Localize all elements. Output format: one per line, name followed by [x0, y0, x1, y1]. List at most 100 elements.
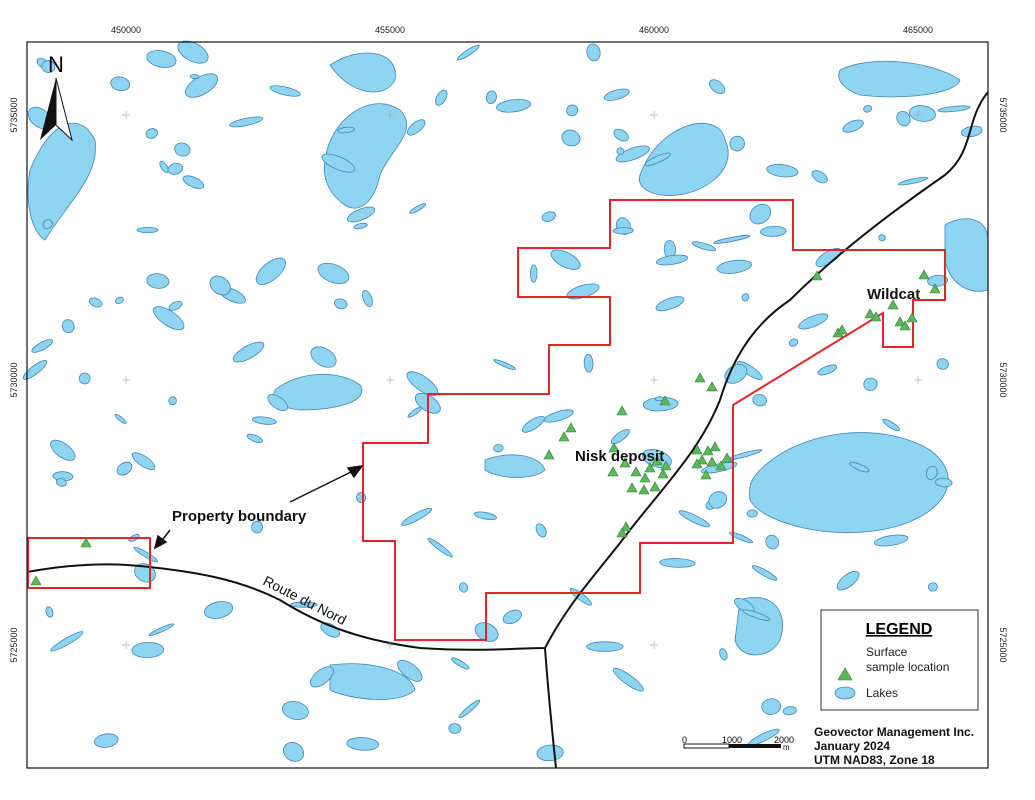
lake: [678, 510, 710, 528]
lake: [729, 531, 754, 544]
lake: [612, 227, 634, 235]
lake: [613, 667, 644, 692]
lake: [329, 52, 396, 93]
lake: [310, 666, 334, 688]
sample-location: [607, 466, 619, 477]
lake: [209, 275, 231, 296]
lake: [761, 698, 782, 715]
credit-line: Geovector Management Inc.: [814, 725, 974, 739]
lake: [159, 160, 169, 173]
sample-location: [651, 455, 663, 466]
lake: [873, 534, 909, 547]
sample-location: [616, 527, 628, 538]
lake: [583, 353, 594, 373]
lake: [189, 74, 200, 80]
sample-locations: [30, 269, 941, 586]
easting-label: 455000: [375, 25, 405, 35]
lake: [925, 465, 938, 480]
lake: [561, 129, 581, 147]
lake: [320, 622, 340, 638]
road: [544, 647, 557, 769]
lake: [644, 152, 671, 167]
lake: [146, 50, 177, 68]
northing-label: 5725000: [998, 627, 1008, 662]
legend-lake-symbol: [834, 686, 856, 700]
northing-label: 5730000: [9, 362, 19, 397]
lake: [136, 226, 159, 233]
road: [26, 91, 989, 651]
lake: [229, 116, 264, 128]
lake: [116, 461, 133, 476]
lake: [329, 663, 416, 700]
roads: [26, 91, 989, 769]
sample-location: [929, 283, 941, 294]
sample-location: [639, 472, 651, 483]
lake: [317, 262, 350, 284]
lake: [713, 234, 751, 244]
lake: [484, 454, 546, 478]
sample-location: [659, 395, 671, 406]
lake: [655, 254, 689, 266]
lake: [863, 377, 878, 391]
lake: [55, 478, 67, 487]
lake: [41, 60, 56, 74]
sample-location: [543, 449, 555, 460]
sample-location: [696, 454, 708, 465]
sample-location: [80, 537, 92, 548]
lake: [586, 43, 601, 62]
lake: [110, 76, 131, 92]
sample-location: [30, 575, 42, 586]
lake: [255, 257, 287, 285]
lake: [485, 90, 497, 105]
sample-location: [721, 452, 733, 463]
legend-box: [820, 609, 979, 711]
lake: [536, 744, 564, 762]
lake: [131, 641, 165, 659]
lake: [131, 452, 156, 471]
sample-location: [836, 324, 848, 335]
lake: [898, 176, 929, 186]
legend-label: sample location: [866, 660, 949, 674]
lake: [94, 733, 119, 748]
credits: Geovector Management Inc. January 2024 U…: [814, 725, 974, 767]
sample-location: [638, 484, 650, 495]
lake: [615, 145, 650, 163]
lake: [152, 306, 185, 331]
legend-sample-symbol: [837, 667, 853, 681]
credit-line: January 2024: [814, 739, 890, 753]
northing-label: 5730000: [998, 362, 1008, 397]
lake: [811, 170, 828, 184]
lake: [535, 523, 547, 538]
lake: [638, 123, 729, 196]
sample-location: [715, 460, 727, 471]
sample-location: [894, 316, 906, 327]
lake: [493, 444, 504, 453]
lake: [458, 699, 481, 719]
easting-label: 465000: [903, 25, 933, 35]
scale-bar: 0 1000 2000 m: [682, 735, 794, 752]
lake: [451, 657, 470, 670]
claim-polygon: [362, 199, 946, 641]
legend-label: Surface: [866, 645, 908, 659]
lake: [203, 601, 234, 619]
lake: [896, 110, 911, 127]
arrowhead: [346, 465, 364, 479]
lake: [232, 341, 265, 363]
scale-unit: m: [783, 743, 790, 752]
lake: [321, 153, 356, 173]
northing-label: 5735000: [998, 97, 1008, 132]
lake: [361, 290, 373, 307]
lake: [407, 406, 423, 418]
lake: [282, 700, 309, 721]
label-nisk: Nisk deposit: [575, 448, 664, 465]
lake: [521, 415, 545, 433]
lake: [909, 105, 936, 122]
sample-location: [616, 405, 628, 416]
arrow: [289, 469, 356, 503]
sample-location: [899, 320, 911, 331]
sample-location: [619, 457, 631, 468]
lake: [724, 364, 748, 384]
grid-labels: 450000 455000 460000 465000 5735000 5735000 57…: [9, 25, 1008, 663]
lake: [407, 119, 426, 136]
